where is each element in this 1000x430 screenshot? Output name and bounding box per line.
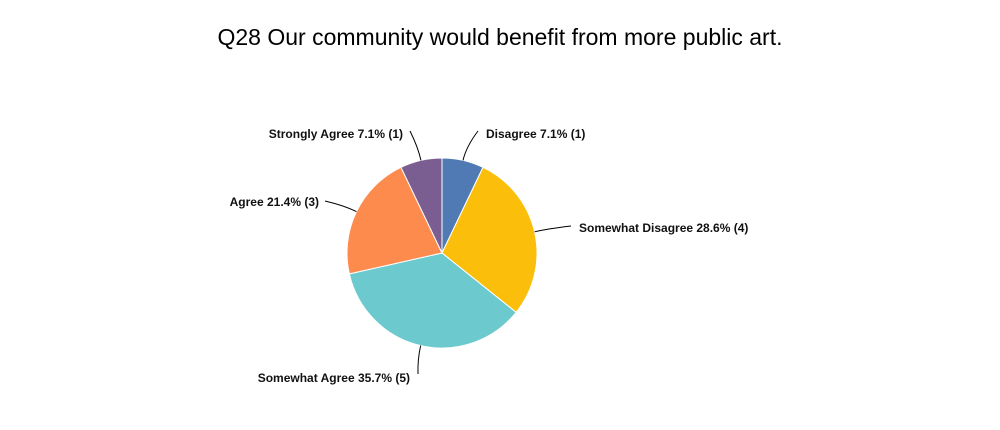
leader-line-somewhat-disagree — [534, 225, 572, 233]
leader-line-agree — [324, 200, 357, 213]
chart-title: Q28 Our community would benefit from mor… — [217, 24, 783, 50]
pie-slices — [346, 157, 538, 349]
slice-label-somewhat-agree: Somewhat Agree 35.7% (5) — [258, 371, 410, 385]
slice-label-somewhat-disagree: Somewhat Disagree 28.6% (4) — [579, 221, 748, 235]
leader-line-somewhat-agree — [417, 345, 422, 375]
slice-label-agree: Agree 21.4% (3) — [230, 195, 319, 209]
slice-label-strongly-agree: Strongly Agree 7.1% (1) — [269, 127, 403, 141]
slice-label-disagree: Disagree 7.1% (1) — [486, 127, 585, 141]
pie-slice-strongly-agree — [400, 157, 443, 254]
pie-slice-somewhat-agree — [348, 252, 517, 349]
pie-leader-lines — [324, 130, 572, 375]
leader-line-disagree — [462, 130, 479, 161]
pie-slice-somewhat-disagree — [441, 166, 538, 314]
pie-labels: Disagree 7.1% (1) Somewhat Disagree 28.6%… — [230, 127, 749, 385]
leader-line-strongly-agree — [409, 130, 422, 161]
